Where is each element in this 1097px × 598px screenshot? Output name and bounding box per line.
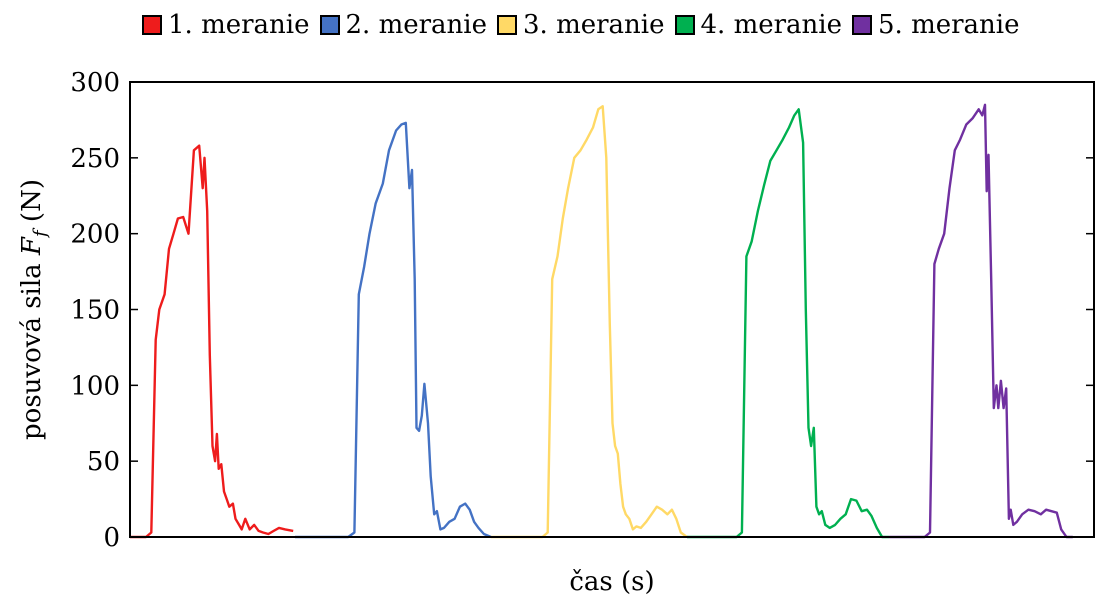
legend-swatch: [319, 15, 340, 35]
legend-swatch: [142, 15, 162, 35]
legend-label: 1. meranie: [168, 10, 310, 40]
legend-item-4: 4. meranie: [674, 10, 843, 40]
legend-item-3: 3. meranie: [497, 10, 665, 40]
plot-frame: [129, 81, 1095, 538]
legend-label: 5. meranie: [878, 10, 1020, 40]
series-line-4: [687, 108, 890, 539]
y-tick-label: 300: [70, 68, 120, 98]
series-line-1: [130, 144, 294, 539]
y-tick-label: 250: [70, 144, 120, 174]
legend-swatch: [497, 15, 517, 35]
series-line-3: [491, 105, 688, 539]
legend-swatch: [852, 15, 872, 35]
legend-label: 2. meranie: [345, 10, 488, 40]
legend-item-5: 5. meranie: [852, 10, 1020, 40]
y-axis-title: posuvová sila Ff (N): [17, 179, 51, 440]
legend-label: 4. meranie: [700, 10, 843, 40]
legend-item-2: 2. meranie: [319, 10, 488, 40]
legend-swatch: [674, 15, 695, 35]
legend: 1. meranie 2. meranie 3. meranie 4. meranie…: [142, 10, 1030, 40]
legend-label: 3. meranie: [523, 10, 665, 40]
x-axis-title: čas (s): [569, 567, 654, 597]
legend-item-1: 1. meranie: [142, 10, 310, 40]
y-tick-label: 50: [87, 447, 120, 477]
y-tick-label: 100: [70, 371, 120, 401]
y-tick-label: 0: [103, 523, 120, 553]
series-line-2: [295, 121, 492, 539]
series-line-5: [889, 103, 1073, 539]
y-tick-label: 150: [70, 296, 120, 326]
y-tick-label: 200: [70, 220, 120, 250]
